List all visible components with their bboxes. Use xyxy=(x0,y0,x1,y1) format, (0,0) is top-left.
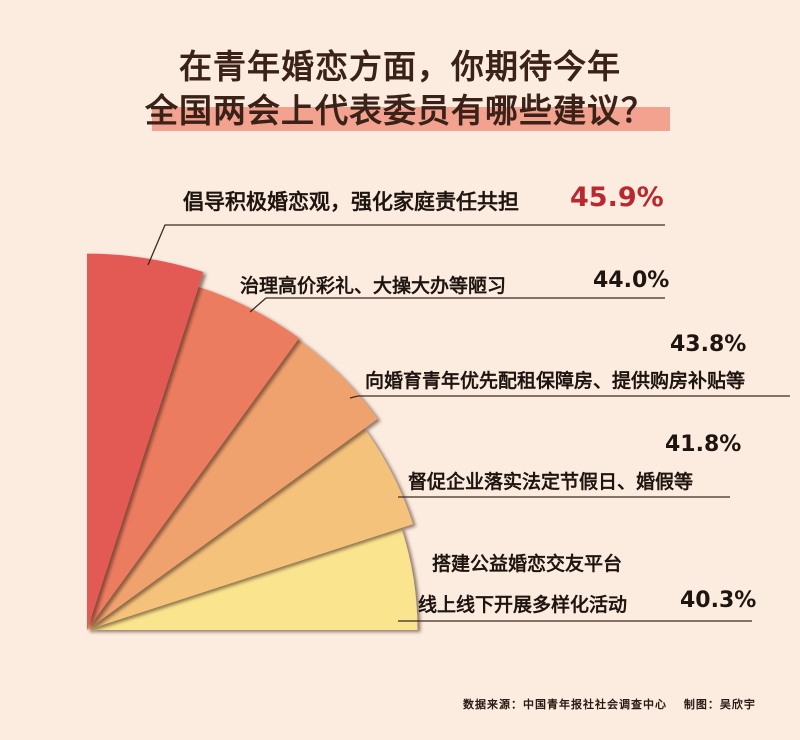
category-label-4b: 线上线下开展多样化活动 xyxy=(418,594,628,616)
chart-title-line1: 在青年婚恋方面，你期待今年 xyxy=(179,47,621,86)
category-label-4a: 搭建公益婚恋交友平台 xyxy=(432,553,623,575)
value-label-0: 45.9% xyxy=(570,182,664,213)
value-label-4: 40.3% xyxy=(680,588,757,613)
title-highlight-bar xyxy=(152,107,670,131)
leader-line-0 xyxy=(147,224,665,266)
category-label-0: 倡导积极婚恋观，强化家庭责任共担 xyxy=(183,190,519,214)
value-label-1: 44.0% xyxy=(593,268,670,293)
category-label-2: 向婚育青年优先配租保障房、提供购房补贴等 xyxy=(365,370,746,392)
wedge-0 xyxy=(87,253,204,630)
leader-line-2 xyxy=(349,395,790,399)
category-label-3: 督促企业落实法定节假日、婚假等 xyxy=(408,471,694,493)
chart-title-line2: 全国两会上代表委员有哪些建议？ xyxy=(145,91,655,130)
wedge-1 xyxy=(87,286,300,630)
wedge-2 xyxy=(87,339,378,630)
footer-source: 数据来源：中国青年报社社会调查中心 制图：吴欣宇 xyxy=(463,698,756,711)
wedge-4 xyxy=(87,527,418,630)
value-label-3: 41.8% xyxy=(665,432,742,457)
value-label-2: 43.8% xyxy=(670,332,747,357)
category-label-1: 治理高价彩礼、大操大办等陋习 xyxy=(240,275,507,297)
wedge-3 xyxy=(87,428,413,630)
leader-line-1 xyxy=(249,297,665,313)
